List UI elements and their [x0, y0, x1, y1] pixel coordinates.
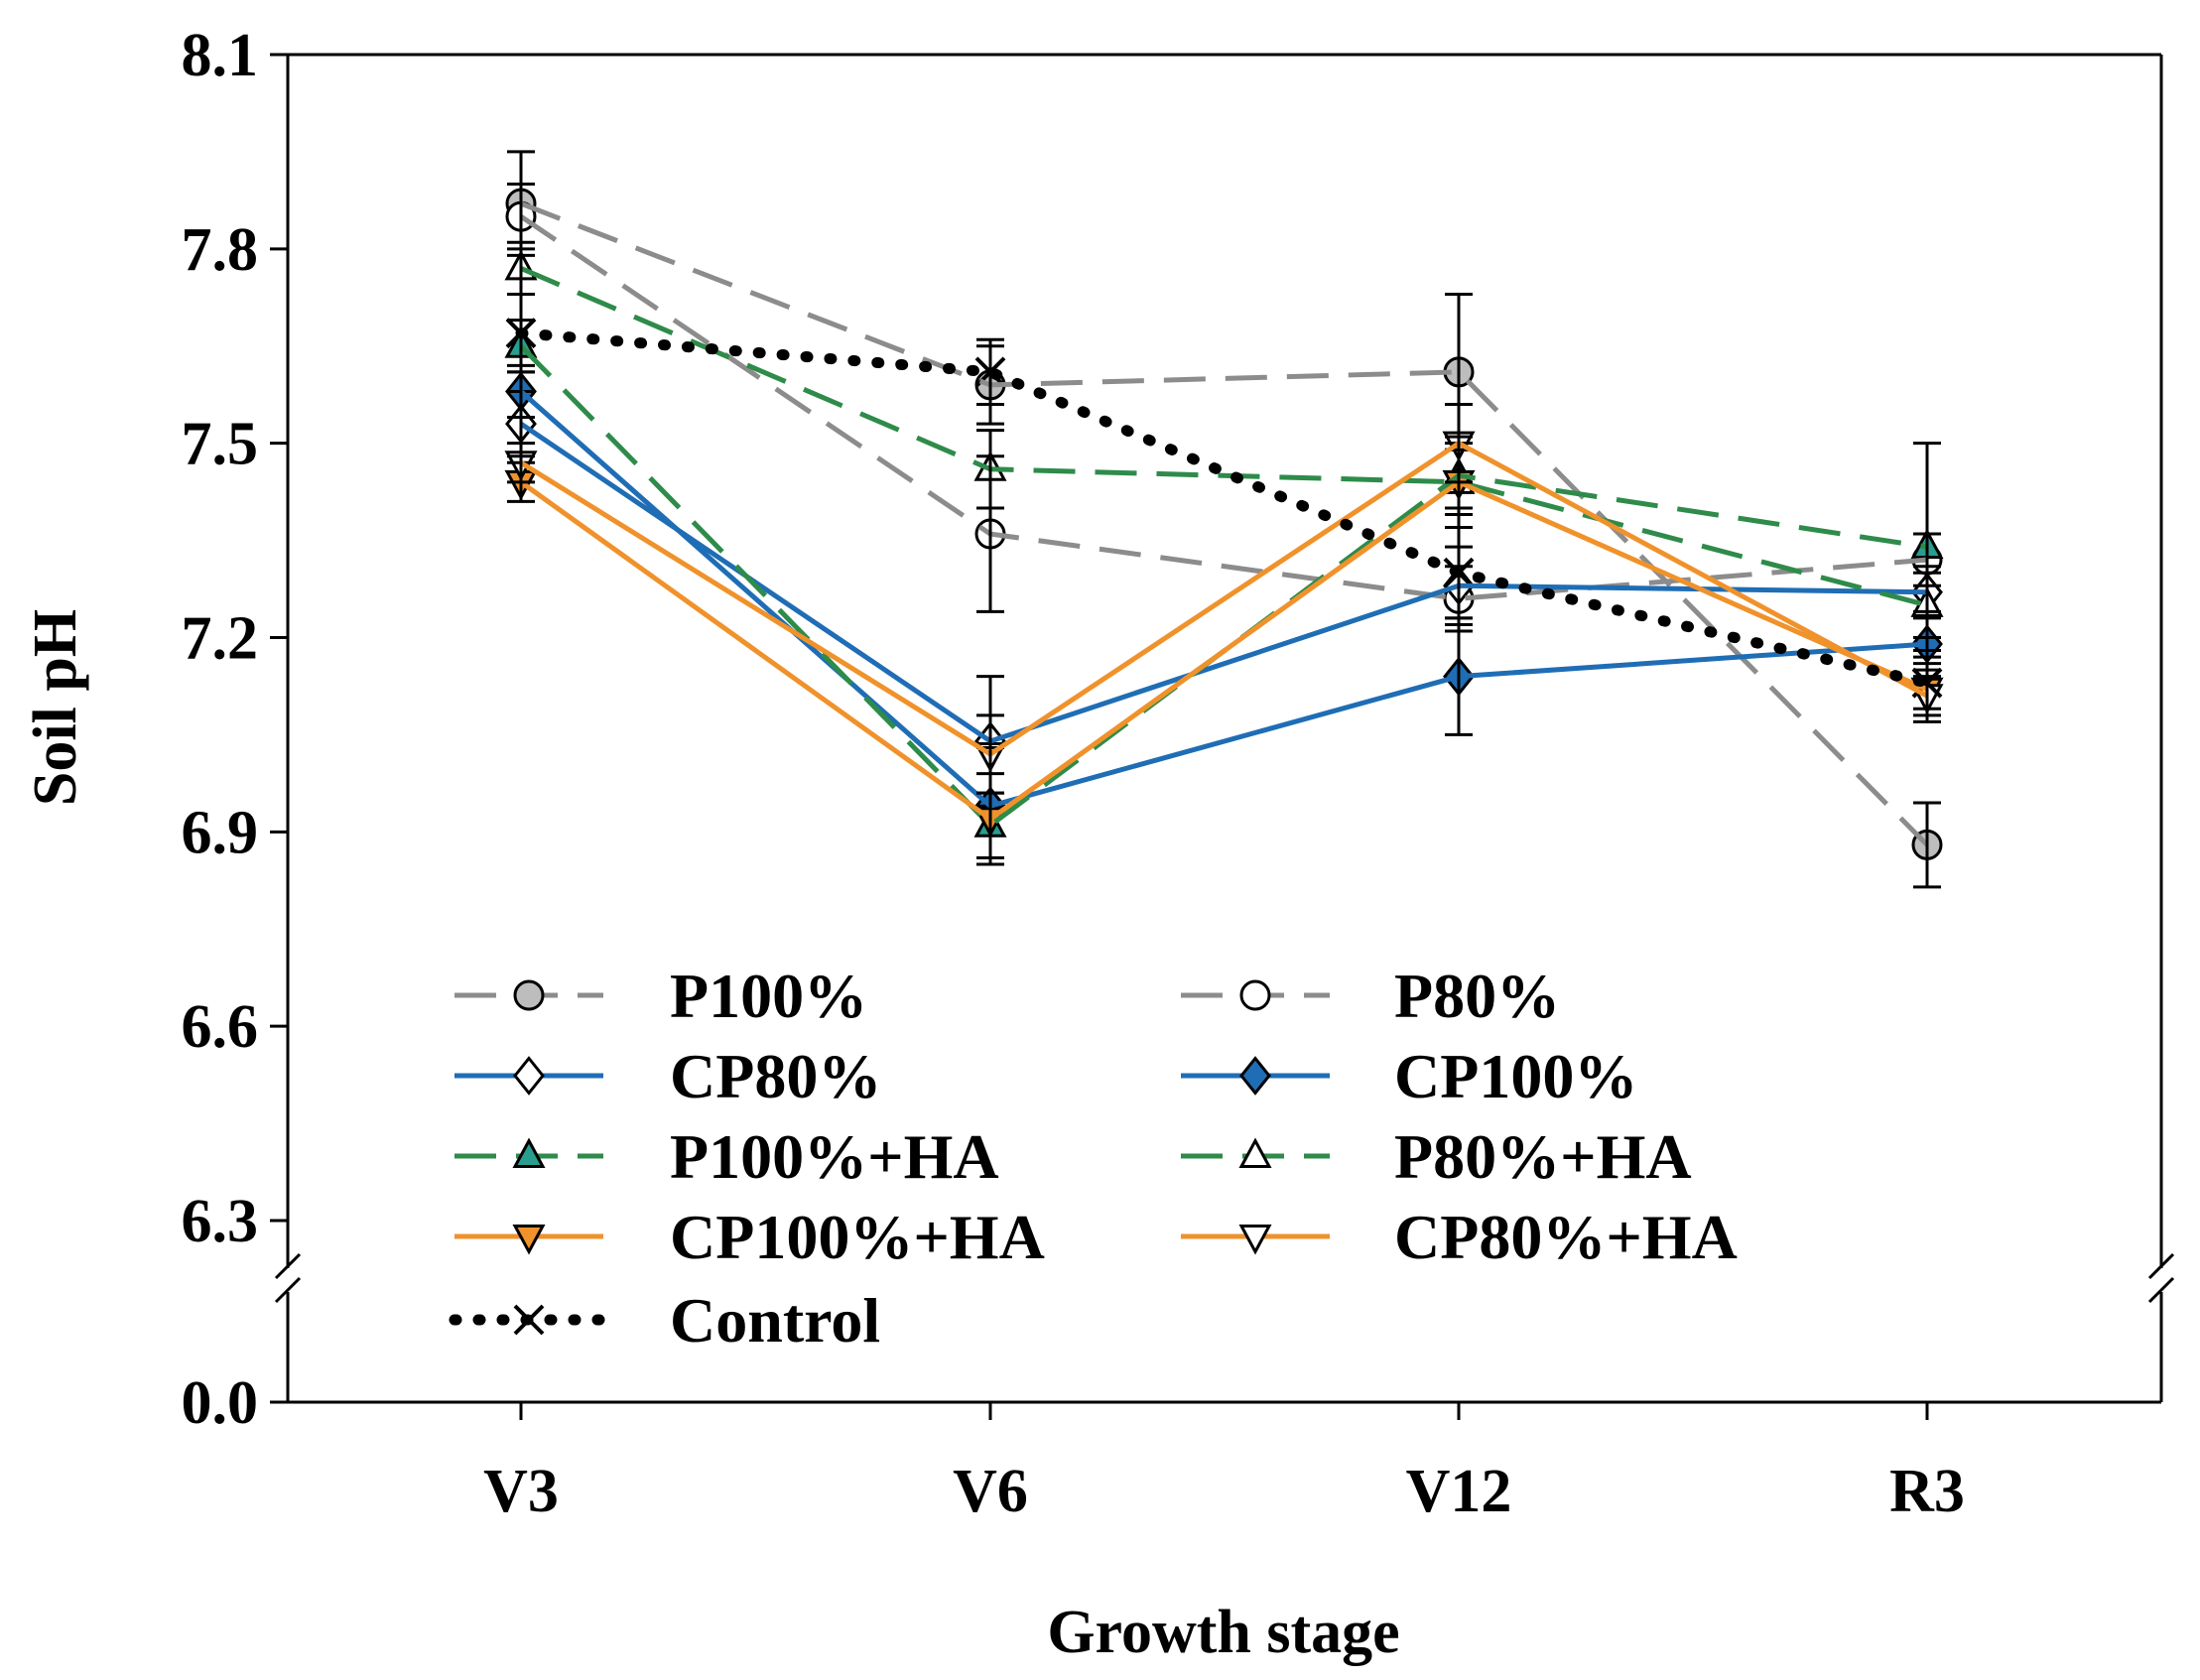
- y-tick-label: 7.2: [182, 605, 259, 673]
- legend-label: CP100%: [1394, 1041, 1637, 1111]
- x-tick-label: V6: [953, 1458, 1028, 1525]
- error-bar: [507, 442, 535, 484]
- legend-marker: [1239, 1056, 1271, 1096]
- y-axis-title: Soil pH: [22, 609, 89, 806]
- legend-item-cp80pct: CP80%: [454, 1041, 881, 1111]
- x-tick-label: V12: [1406, 1458, 1512, 1525]
- error-bar: [976, 337, 1004, 406]
- y-tick-label: 8.1: [182, 22, 259, 89]
- error-bar: [1913, 571, 1941, 639]
- series-line-p100pct: [520, 200, 1929, 847]
- error-bar: [1913, 801, 1941, 889]
- legend-label: P80%+HA: [1394, 1121, 1692, 1192]
- series-cp100pct: [507, 363, 1941, 866]
- axis-break-mark: [274, 1276, 302, 1304]
- series-line-p100pct-ha: [519, 344, 1928, 829]
- x-axis-title: Growth stage: [1047, 1599, 1399, 1666]
- y-tick-label: 6.3: [182, 1188, 259, 1255]
- legend-item-cp80pct-ha: CP80%+HA: [1181, 1202, 1738, 1272]
- legend-marker: [513, 979, 545, 1011]
- y-axis-ticks: 0.0 6.3 6.6 6.9 7.2 7.5 7.8 8.1: [182, 22, 288, 1437]
- series-control: [507, 293, 1941, 711]
- legend-label: CP100%+HA: [670, 1202, 1045, 1272]
- x-tick-label: R3: [1889, 1458, 1965, 1525]
- x-tick-label: V3: [483, 1458, 559, 1525]
- error-bar: [1913, 655, 1941, 711]
- error-bar: [1445, 403, 1473, 484]
- series-line-cp100pct: [519, 389, 1928, 809]
- legend-item-p100pct: P100%: [454, 961, 867, 1031]
- legend-marker: [1238, 1225, 1272, 1255]
- plot-frame: [274, 53, 2175, 1404]
- legend-marker: [1239, 979, 1271, 1011]
- axis-break-mark: [274, 1252, 302, 1280]
- y-tick-label: 7.5: [182, 411, 259, 478]
- series-line-p80pct: [519, 214, 1928, 601]
- legend-item-p80pct: P80%: [1181, 961, 1560, 1031]
- series-cp80pct-ha: [507, 403, 1941, 795]
- error-bar: [976, 429, 1004, 510]
- legend-label: CP80%+HA: [1394, 1202, 1738, 1272]
- y-tick-label: 6.6: [182, 993, 259, 1061]
- error-bar: [507, 293, 535, 374]
- y-tick-label: 6.9: [182, 799, 259, 866]
- legend: P100% P80% CP80% CP100% P100%+HA P80%+HA CP100…: [449, 961, 1738, 1356]
- legend-marker: [512, 1137, 546, 1168]
- series-p100pct: [507, 150, 1941, 889]
- marker-layer: [504, 188, 1944, 860]
- axis-break-mark: [2147, 1252, 2175, 1280]
- legend-marker: [512, 1225, 546, 1255]
- series-line-control: [515, 327, 1933, 689]
- legend-label: P100%+HA: [670, 1121, 999, 1192]
- y-tick-label: 0.0: [182, 1369, 259, 1437]
- error-bar: [976, 713, 1004, 795]
- legend-label: P80%: [1394, 961, 1560, 1031]
- error-bar: [1445, 526, 1473, 620]
- legend-item-p100pct-ha: P100%+HA: [454, 1121, 999, 1192]
- series-layer: [504, 150, 1944, 889]
- legend-label: P100%: [670, 961, 867, 1031]
- axis-break-mark: [2147, 1276, 2175, 1304]
- series-line-p80pct-ha: [520, 266, 1928, 608]
- legend-item-p80pct-ha: P80%+HA: [1181, 1121, 1692, 1192]
- legend-item-control: Control: [449, 1285, 880, 1356]
- series-p80pct: [507, 183, 1941, 633]
- x-axis-ticks: V3 V6 V12 R3: [483, 1402, 1965, 1525]
- series-line-cp80pct-ha: [519, 441, 1929, 757]
- y-tick-label: 7.8: [182, 216, 259, 284]
- legend-label: Control: [670, 1285, 880, 1356]
- legend-item-cp100pct: CP100%: [1181, 1041, 1637, 1111]
- series-line-cp100pct-ha: [519, 479, 1929, 822]
- legend-marker: [513, 1304, 545, 1336]
- legend-marker: [513, 1056, 545, 1096]
- legend-label: CP80%: [670, 1041, 881, 1111]
- legend-item-cp100pct-ha: CP100%+HA: [454, 1202, 1045, 1272]
- legend-marker: [1238, 1137, 1272, 1168]
